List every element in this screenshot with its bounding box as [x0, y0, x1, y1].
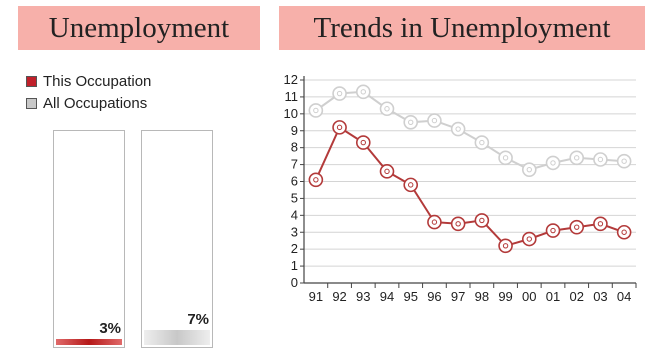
data-point-core-this-occupation-96 — [431, 219, 438, 225]
y-tick-label-6: 6 — [291, 174, 298, 189]
x-tick-label-96: 96 — [427, 289, 441, 304]
x-tick-label-03: 03 — [593, 289, 607, 304]
legend: This Occupation All Occupations — [26, 70, 151, 114]
data-point-core-all-occupations-97 — [455, 126, 461, 132]
data-point-core-this-occupation-98 — [479, 217, 485, 224]
legend-label-this-occupation: This Occupation — [43, 72, 152, 90]
data-point-core-all-occupations-03 — [597, 156, 604, 163]
data-point-core-this-occupation-94 — [384, 168, 390, 175]
data-point-core-all-occupations-95 — [408, 119, 414, 125]
x-tick-label-01: 01 — [546, 289, 560, 304]
bar-this-occupation: 3% — [53, 130, 125, 348]
data-point-core-all-occupations-99 — [502, 155, 509, 161]
data-point-core-all-occupations-96 — [431, 117, 438, 124]
y-tick-label-11: 11 — [285, 89, 299, 104]
data-point-core-this-occupation-04 — [621, 229, 627, 235]
data-point-core-all-occupations-93 — [360, 89, 366, 95]
bar-label-this-occupation: 3% — [99, 319, 121, 337]
bar-label-all-occupations: 7% — [187, 311, 209, 329]
x-tick-label-92: 92 — [332, 289, 346, 304]
x-tick-label-94: 94 — [380, 289, 394, 304]
x-tick-label-04: 04 — [617, 289, 631, 304]
data-point-core-this-occupation-97 — [455, 221, 461, 227]
data-point-core-this-occupation-99 — [502, 243, 509, 249]
data-point-core-this-occupation-95 — [408, 182, 414, 188]
x-tick-label-02: 02 — [569, 289, 583, 304]
y-tick-label-1: 1 — [291, 258, 298, 273]
y-tick-label-0: 0 — [291, 275, 298, 290]
data-point-core-this-occupation-92 — [336, 124, 343, 131]
data-point-core-this-occupation-91 — [313, 177, 319, 183]
x-tick-label-91: 91 — [309, 289, 323, 304]
y-tick-label-3: 3 — [291, 224, 298, 239]
legend-swatch-this-occupation — [26, 75, 37, 87]
y-tick-label-2: 2 — [291, 241, 298, 256]
data-point-core-all-occupations-94 — [384, 106, 390, 112]
data-point-core-this-occupation-02 — [574, 224, 580, 230]
y-tick-label-8: 8 — [291, 140, 298, 155]
legend-swatch-all-occupations — [26, 97, 37, 109]
legend-item-all-occupations: All Occupations — [26, 92, 151, 114]
data-point-core-all-occupations-92 — [336, 90, 343, 97]
data-point-core-this-occupation-93 — [360, 139, 366, 146]
data-point-core-all-occupations-01 — [550, 160, 556, 166]
data-point-core-this-occupation-00 — [526, 236, 532, 242]
data-point-core-all-occupations-00 — [526, 166, 532, 173]
x-tick-label-95: 95 — [403, 289, 417, 304]
x-tick-label-00: 00 — [522, 289, 536, 304]
x-tick-label-99: 99 — [498, 289, 512, 304]
x-tick-label-93: 93 — [356, 289, 370, 304]
data-point-core-all-occupations-98 — [479, 139, 485, 146]
y-tick-label-4: 4 — [291, 207, 298, 222]
y-tick-label-5: 5 — [291, 190, 298, 205]
legend-item-this-occupation: This Occupation — [26, 70, 151, 92]
data-point-core-all-occupations-02 — [574, 155, 580, 161]
trends-title: Trends in Unemployment — [279, 6, 645, 50]
unemployment-title: Unemployment — [18, 6, 260, 50]
y-tick-label-9: 9 — [291, 123, 298, 138]
data-point-core-this-occupation-03 — [597, 221, 604, 227]
y-tick-label-7: 7 — [291, 157, 298, 172]
data-point-core-all-occupations-04 — [621, 158, 627, 164]
data-point-core-all-occupations-91 — [313, 107, 319, 114]
bar-all-occupations: 7% — [141, 130, 213, 348]
bar-fill-all-occupations — [144, 330, 210, 345]
x-tick-label-97: 97 — [451, 289, 465, 304]
y-tick-label-10: 10 — [284, 106, 298, 121]
legend-label-all-occupations: All Occupations — [43, 94, 148, 112]
data-point-core-this-occupation-01 — [550, 227, 556, 234]
bar-fill-this-occupation — [56, 338, 122, 345]
y-tick-label-12: 12 — [284, 72, 298, 87]
x-tick-label-98: 98 — [475, 289, 489, 304]
